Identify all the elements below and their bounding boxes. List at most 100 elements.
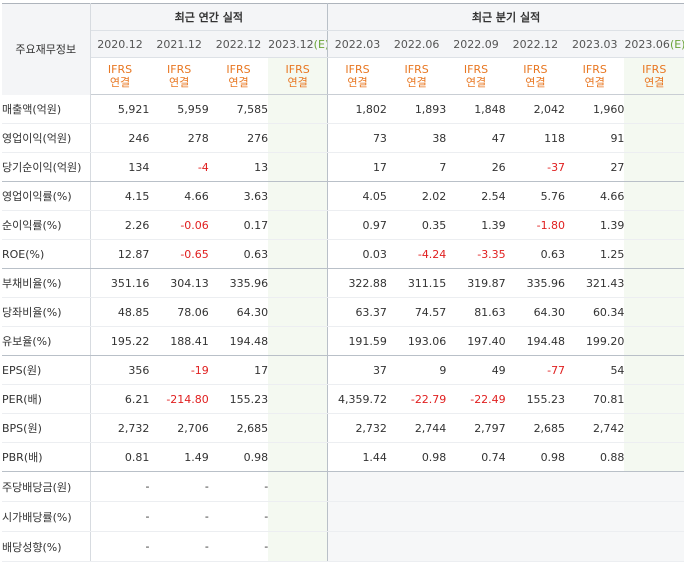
period-header-quarter-5: 2023.06(E) <box>624 30 684 58</box>
annual-value: -19 <box>149 355 209 385</box>
quarter-value <box>505 471 566 502</box>
quarter-value <box>624 239 684 269</box>
annual-value: 78.06 <box>149 297 209 327</box>
table-row: PBR(배) 0.81 1.49 0.98 1.44 0.98 0.74 0.98 0.88 <box>2 442 684 472</box>
quarter-value: 49 <box>446 355 506 385</box>
row-label: 당기순이익(억원) <box>2 152 91 182</box>
quarter-value <box>624 297 684 327</box>
quarter-value: 73 <box>327 123 387 153</box>
quarter-value: 91 <box>565 123 625 153</box>
quarter-value <box>624 442 684 472</box>
ifrs-label: IFRS <box>642 63 667 76</box>
annual-value: -0.65 <box>149 239 209 269</box>
quarter-value: 2.54 <box>446 181 506 211</box>
period-header-annual-1: 2021.12 <box>149 30 209 58</box>
quarter-value: 0.98 <box>505 442 566 472</box>
annual-value: 64.30 <box>208 297 269 327</box>
annual-value <box>268 384 329 414</box>
annual-value: 4.15 <box>90 181 150 211</box>
annual-value: 2,706 <box>149 413 209 443</box>
quarter-value: -4.24 <box>386 239 447 269</box>
annual-value: - <box>149 531 209 562</box>
period-label: 2023.03 <box>572 37 618 51</box>
annual-value <box>268 210 329 240</box>
annual-value <box>268 326 329 356</box>
annual-value: - <box>90 531 150 562</box>
period-label: 2023.06 <box>624 37 670 51</box>
quarter-value: 319.87 <box>446 268 506 298</box>
period-label: 2022.12 <box>215 37 262 51</box>
quarter-value: 81.63 <box>446 297 506 327</box>
annual-value: - <box>90 471 150 502</box>
quarter-value: 17 <box>327 152 387 182</box>
estimate-marker: (E) <box>313 37 327 51</box>
ifrs-badge: IFRS 연결 <box>565 57 625 95</box>
quarter-value <box>327 501 387 532</box>
quarter-value: 1.39 <box>565 210 625 240</box>
quarter-value: 70.81 <box>565 384 625 414</box>
quarter-value <box>624 471 684 502</box>
annual-value: 0.81 <box>90 442 150 472</box>
quarter-value: 0.98 <box>386 442 447 472</box>
quarter-value: 27 <box>565 152 625 182</box>
period-header-annual-0: 2020.12 <box>90 30 150 58</box>
ifrs-badge: IFRS 연결 <box>149 57 209 95</box>
period-header-quarter-0: 2022.03 <box>327 30 387 58</box>
quarter-value: 2,742 <box>565 413 625 443</box>
ifrs-label: IFRS <box>107 63 133 76</box>
annual-value: 188.41 <box>149 326 209 356</box>
row-label: 당좌비율(%) <box>2 297 91 327</box>
row-label: 시가배당률(%) <box>2 501 91 532</box>
row-label: ROE(%) <box>2 239 91 269</box>
annual-value: - <box>208 471 269 502</box>
quarter-value: 1.25 <box>565 239 625 269</box>
quarter-value: 2,744 <box>386 413 447 443</box>
quarter-value <box>624 152 684 182</box>
period-label: 2021.12 <box>156 37 202 51</box>
annual-value: 335.96 <box>208 268 269 298</box>
quarter-value: -1.80 <box>505 210 566 240</box>
table-row: 순이익률(%) 2.26 -0.06 0.17 0.97 0.35 1.39 -1.80 1.3… <box>2 210 684 240</box>
ifrs-label: IFRS <box>582 63 607 76</box>
quarter-value: 0.74 <box>446 442 506 472</box>
quarter-value: 0.63 <box>505 239 566 269</box>
quarter-value: 1,802 <box>327 94 387 124</box>
ifrs-badge: IFRS 연결 <box>327 57 387 95</box>
period-header-quarter-4: 2023.03 <box>565 30 625 58</box>
annual-value: 1.49 <box>149 442 209 472</box>
annual-value: 12.87 <box>90 239 150 269</box>
consolidated-label: 연결 <box>406 76 427 89</box>
period-label: 2022.12 <box>512 37 559 51</box>
annual-value: -0.06 <box>149 210 209 240</box>
quarter-value: 74.57 <box>386 297 447 327</box>
quarter-value <box>624 501 684 532</box>
quarter-value: 197.40 <box>446 326 506 356</box>
annual-value <box>268 501 329 532</box>
annual-value <box>268 413 329 443</box>
quarter-value: -3.35 <box>446 239 506 269</box>
annual-value <box>268 471 329 502</box>
quarter-value <box>624 94 684 124</box>
table-row: PER(배) 6.21 -214.80 155.23 4,359.72 -22.79 -22… <box>2 384 684 414</box>
quarter-value: 7 <box>386 152 447 182</box>
annual-value: 134 <box>90 152 150 182</box>
annual-value: - <box>149 501 209 532</box>
ifrs-label: IFRS <box>285 63 310 76</box>
quarter-value: 0.88 <box>565 442 625 472</box>
table-row: 유보율(%) 195.22 188.41 194.48 191.59 193.06 197.… <box>2 326 684 356</box>
annual-value: 5,959 <box>149 94 209 124</box>
quarter-value: -22.49 <box>446 384 506 414</box>
quarter-value: 1,893 <box>386 94 447 124</box>
annual-value: 2,732 <box>90 413 150 443</box>
quarter-value: 54 <box>565 355 625 385</box>
ifrs-badge: IFRS 연결 <box>624 57 684 95</box>
quarter-value <box>565 471 625 502</box>
quarter-value: 2,732 <box>327 413 387 443</box>
annual-value: -4 <box>149 152 209 182</box>
annual-value: 6.21 <box>90 384 150 414</box>
quarter-value: 5.76 <box>505 181 566 211</box>
annual-value: 4.66 <box>149 181 209 211</box>
consolidated-label: 연결 <box>465 76 487 89</box>
quarter-value: 0.35 <box>386 210 447 240</box>
ifrs-badge: IFRS 연결 <box>90 57 150 95</box>
